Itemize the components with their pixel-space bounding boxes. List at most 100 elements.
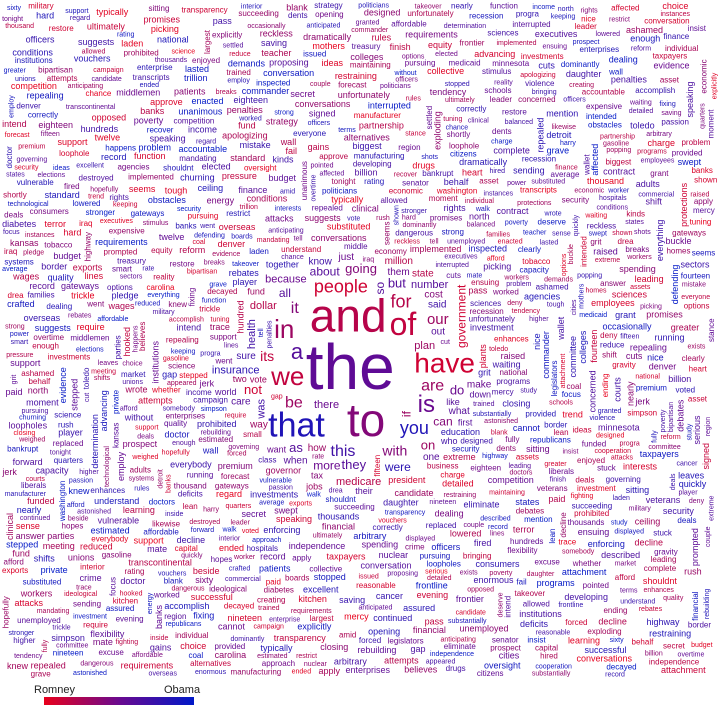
cloud-word: tax <box>311 471 324 481</box>
cloud-word: unions <box>15 76 36 83</box>
cloud-word: overtime <box>678 651 705 658</box>
cloud-word: region <box>164 612 186 621</box>
cloud-word: gasoline <box>163 355 189 362</box>
cloud-word: tobacco <box>522 257 551 266</box>
cloud-word: doctor <box>120 576 145 586</box>
cloud-word: grave <box>547 146 570 156</box>
cloud-word: nuclear <box>304 661 328 668</box>
cloud-word: prompted <box>690 528 700 566</box>
cloud-word: buckle <box>665 236 691 246</box>
cloud-word: average <box>551 170 580 179</box>
cloud-word: mate <box>147 544 167 554</box>
cloud-word: function <box>134 151 166 161</box>
cloud-word: afford <box>487 255 505 262</box>
cloud-word: approve <box>319 152 348 161</box>
cloud-word: military <box>152 309 175 316</box>
cloud-word: happens <box>105 144 136 153</box>
cloud-word: destroyed <box>79 174 114 183</box>
cloud-word: hundred <box>235 300 245 333</box>
cloud-word: knew <box>69 486 91 496</box>
cloud-word: weighed <box>131 454 158 461</box>
cloud-word: nice <box>581 14 596 23</box>
cloud-word: clinical <box>352 204 379 214</box>
cloud-word: states <box>515 497 540 507</box>
cloud-word: highway <box>84 232 93 261</box>
cloud-word: enhances <box>644 587 675 594</box>
cloud-word: anticipating <box>68 83 104 90</box>
cloud-word: do <box>450 383 464 398</box>
cloud-word: replaced <box>53 439 84 448</box>
cloud-word: kitchen <box>298 594 327 604</box>
cloud-word: power <box>507 180 527 187</box>
cloud-word: mercy <box>693 206 715 215</box>
cloud-word: capital <box>535 644 558 653</box>
cloud-word: substantially <box>473 411 512 418</box>
cloud-word: fired <box>474 538 492 548</box>
cloud-word: reckless <box>260 28 294 38</box>
cloud-word: colleges <box>578 330 588 364</box>
cloud-word: gap <box>162 370 177 380</box>
cloud-word: nearly <box>451 1 473 10</box>
cloud-word: higher <box>79 469 99 476</box>
cloud-word: takeover <box>232 261 260 268</box>
cloud-word: forced <box>227 451 247 458</box>
cloud-word: shortly <box>447 130 471 139</box>
cloud-word: fund <box>247 286 265 296</box>
cloud-word: hooked <box>122 327 132 357</box>
cloud-word: chance <box>281 254 304 261</box>
cloud-word: serious <box>425 568 448 575</box>
cloud-word: detroit <box>158 469 165 489</box>
cloud-word: thousands <box>568 518 605 527</box>
cloud-word: suggests <box>78 37 115 47</box>
cloud-word: issued <box>303 50 326 59</box>
cloud-word: so <box>373 281 387 294</box>
cloud-word: decayed <box>606 662 636 671</box>
cloud-word: denver <box>218 239 246 249</box>
cloud-word: alternatives <box>344 133 391 143</box>
cloud-word: strategy <box>266 116 299 126</box>
cloud-word: interests <box>275 205 302 212</box>
cloud-word: attachment <box>661 665 706 675</box>
cloud-word: energy <box>207 195 235 205</box>
cloud-word: exploding <box>432 111 442 150</box>
cloud-word: finish <box>390 42 411 52</box>
cloud-word: rush <box>684 567 702 577</box>
cloud-word: officers <box>431 542 460 552</box>
cloud-word: pointed <box>583 581 609 590</box>
cloud-word: options <box>684 301 710 310</box>
cloud-word: ceiling <box>635 516 661 526</box>
cloud-word: protections <box>679 182 689 227</box>
cloud-word: overseas <box>149 671 178 678</box>
cloud-word: attempts <box>47 74 78 83</box>
cloud-word: pursuing <box>22 408 49 415</box>
cloud-word: governing <box>16 157 47 164</box>
cloud-word: daughter <box>527 571 555 578</box>
cloud-word: running <box>187 471 214 480</box>
cloud-word: cities <box>571 299 578 315</box>
cloud-word: lasted <box>185 64 209 74</box>
cloud-word: keeping <box>113 201 138 208</box>
cloud-word: hard <box>36 10 54 20</box>
cloud-word: rush <box>58 420 74 429</box>
cloud-word: campaign <box>93 67 123 74</box>
cloud-word: apologizing <box>520 72 556 79</box>
cloud-word: clearly <box>682 354 705 363</box>
cloud-word: couple <box>463 522 484 529</box>
cloud-word: security <box>14 165 39 172</box>
cloud-word: enterprises <box>345 665 390 675</box>
cloud-word: overseas <box>24 313 61 323</box>
cloud-word: pressure <box>6 352 33 359</box>
cloud-word: shown <box>694 176 717 185</box>
cloud-word: enacted <box>191 96 223 106</box>
cloud-word: sixty <box>610 637 625 644</box>
cloud-word: lowered <box>596 31 621 38</box>
cloud-word: record <box>605 671 625 678</box>
cloud-word: asset <box>688 395 708 404</box>
cloud-word: exports <box>73 262 103 272</box>
cloud-word: nineteen <box>429 499 456 506</box>
cloud-word: apply <box>318 666 340 676</box>
cloud-word: weighed <box>18 437 45 444</box>
cloud-word: likewise <box>552 124 577 131</box>
cloud-word: blank <box>286 2 308 12</box>
cloud-word: terms <box>338 127 356 134</box>
